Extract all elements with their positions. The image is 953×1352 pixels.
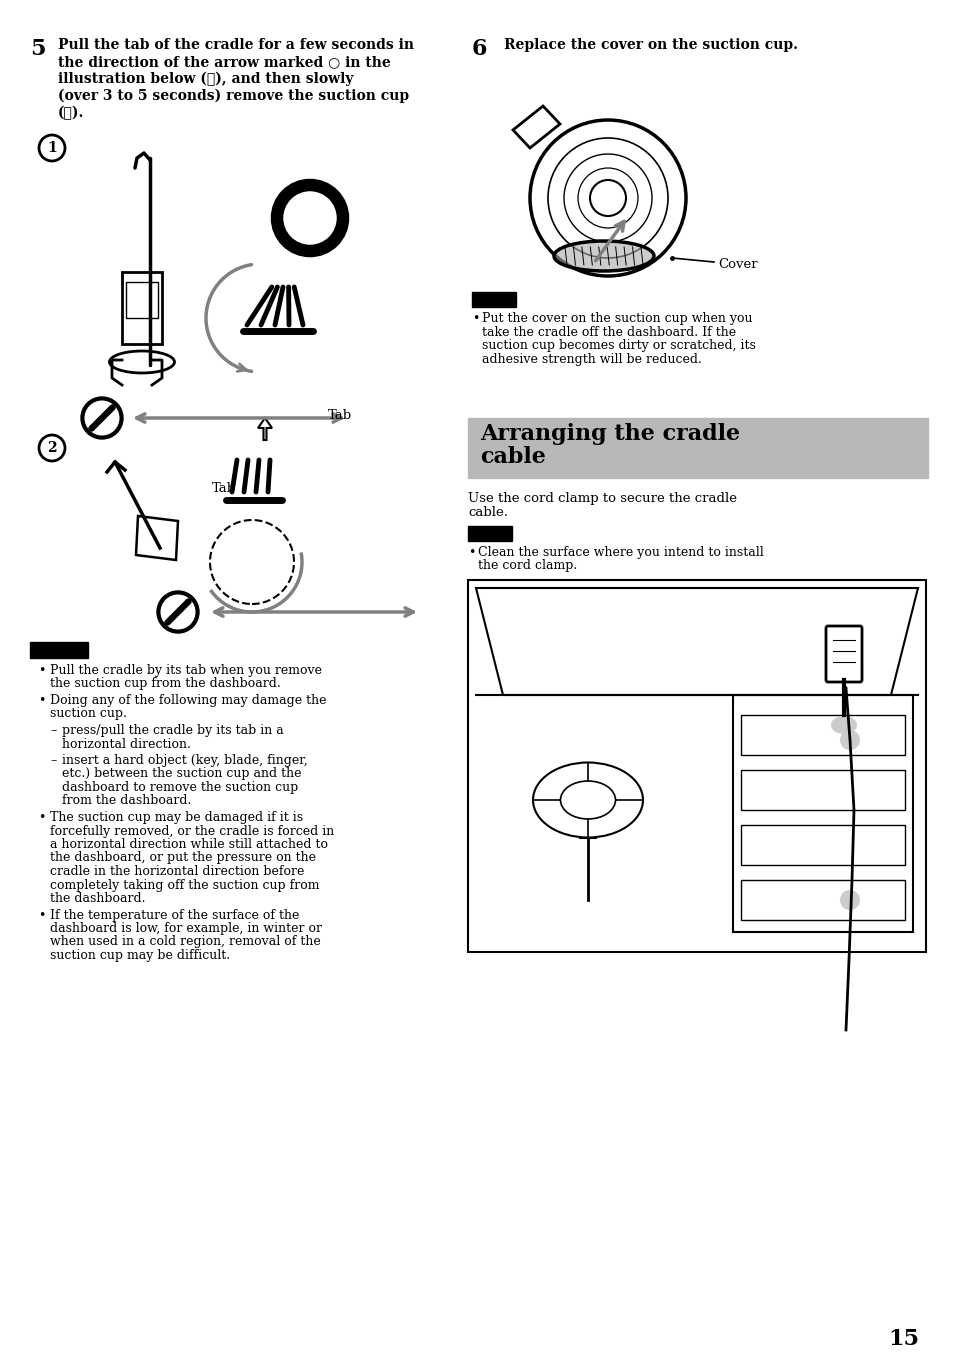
Bar <box>740 825 904 865</box>
Bar <box>740 771 904 810</box>
Text: •: • <box>38 664 46 677</box>
Text: If the temperature of the surface of the: If the temperature of the surface of the <box>50 909 299 922</box>
Text: Clean the surface where you intend to install: Clean the surface where you intend to in… <box>477 546 763 558</box>
Text: insert a hard object (key, blade, finger,: insert a hard object (key, blade, finger… <box>62 754 308 767</box>
Text: when used in a cold region, removal of the: when used in a cold region, removal of t… <box>50 936 320 949</box>
Circle shape <box>841 731 858 749</box>
Bar <box>126 283 158 318</box>
Text: 5: 5 <box>30 38 46 59</box>
Circle shape <box>161 595 194 629</box>
Text: Doing any of the following may damage the: Doing any of the following may damage th… <box>50 694 326 707</box>
Text: Pull the tab of the cradle for a few seconds in: Pull the tab of the cradle for a few sec… <box>58 38 414 51</box>
Text: the direction of the arrow marked ○ in the: the direction of the arrow marked ○ in t… <box>58 55 391 69</box>
Text: illustration below (①), and then slowly: illustration below (①), and then slowly <box>58 72 354 87</box>
Text: dashboard is low, for example, in winter or: dashboard is low, for example, in winter… <box>50 922 322 936</box>
Text: press/pull the cradle by its tab in a: press/pull the cradle by its tab in a <box>62 725 283 737</box>
Text: dashboard to remove the suction cup: dashboard to remove the suction cup <box>62 781 298 794</box>
Bar <box>468 580 925 952</box>
Text: cable.: cable. <box>468 506 507 519</box>
Text: The suction cup may be damaged if it is: The suction cup may be damaged if it is <box>50 811 303 823</box>
Ellipse shape <box>554 241 654 270</box>
Text: the cord clamp.: the cord clamp. <box>477 560 577 572</box>
Text: the dashboard.: the dashboard. <box>50 892 146 904</box>
Text: Put the cover on the suction cup when you: Put the cover on the suction cup when yo… <box>481 312 752 324</box>
Bar <box>30 642 88 658</box>
Bar <box>732 695 912 932</box>
Text: 1: 1 <box>47 141 57 155</box>
Circle shape <box>157 591 199 633</box>
Text: (②).: (②). <box>58 105 84 120</box>
Text: Arranging the cradle: Arranging the cradle <box>479 423 740 445</box>
Text: cable: cable <box>479 446 545 468</box>
Text: take the cradle off the dashboard. If the: take the cradle off the dashboard. If th… <box>481 326 736 338</box>
Text: •: • <box>468 546 475 558</box>
Text: the suction cup from the dashboard.: the suction cup from the dashboard. <box>50 677 280 691</box>
Text: •: • <box>472 312 478 324</box>
Text: Use the cord clamp to secure the cradle: Use the cord clamp to secure the cradle <box>468 492 737 506</box>
Text: suction cup becomes dirty or scratched, its: suction cup becomes dirty or scratched, … <box>481 339 755 352</box>
Text: •: • <box>38 909 46 922</box>
Text: –: – <box>50 754 56 767</box>
Text: •: • <box>38 694 46 707</box>
Text: forcefully removed, or the cradle is forced in: forcefully removed, or the cradle is for… <box>50 825 334 837</box>
Bar <box>468 418 927 479</box>
Text: completely taking off the suction cup from: completely taking off the suction cup fr… <box>50 879 319 891</box>
Text: Pull the cradle by its tab when you remove: Pull the cradle by its tab when you remo… <box>50 664 322 677</box>
Ellipse shape <box>831 717 855 733</box>
Text: from the dashboard.: from the dashboard. <box>62 795 192 807</box>
Text: –: – <box>50 725 56 737</box>
Circle shape <box>85 402 119 435</box>
Text: Tab: Tab <box>212 483 236 495</box>
Text: suction cup.: suction cup. <box>50 707 127 721</box>
Bar <box>468 526 512 541</box>
FancyBboxPatch shape <box>825 626 862 681</box>
Circle shape <box>81 397 123 439</box>
Text: Note: Note <box>472 527 505 539</box>
Bar <box>740 715 904 754</box>
Text: Note: Note <box>476 293 509 306</box>
Text: Tab: Tab <box>328 410 352 422</box>
Text: (over 3 to 5 seconds) remove the suction cup: (over 3 to 5 seconds) remove the suction… <box>58 89 409 103</box>
Text: 2: 2 <box>47 441 57 456</box>
Text: Notes: Notes <box>34 644 74 657</box>
Text: 15: 15 <box>887 1328 918 1351</box>
Circle shape <box>841 891 858 909</box>
Text: adhesive strength will be reduced.: adhesive strength will be reduced. <box>481 353 701 365</box>
Text: a horizontal direction while still attached to: a horizontal direction while still attac… <box>50 838 328 850</box>
Text: Cover: Cover <box>718 258 757 270</box>
Text: horizontal direction.: horizontal direction. <box>62 737 191 750</box>
Text: cradle in the horizontal direction before: cradle in the horizontal direction befor… <box>50 865 304 877</box>
Text: suction cup may be difficult.: suction cup may be difficult. <box>50 949 230 963</box>
Text: 6: 6 <box>472 38 487 59</box>
Circle shape <box>589 180 625 216</box>
Text: Replace the cover on the suction cup.: Replace the cover on the suction cup. <box>503 38 797 51</box>
Bar <box>740 880 904 919</box>
Bar <box>122 272 162 343</box>
Text: etc.) between the suction cup and the: etc.) between the suction cup and the <box>62 768 301 780</box>
Bar <box>472 292 516 307</box>
Text: •: • <box>38 811 46 823</box>
Text: the dashboard, or put the pressure on the: the dashboard, or put the pressure on th… <box>50 852 315 864</box>
